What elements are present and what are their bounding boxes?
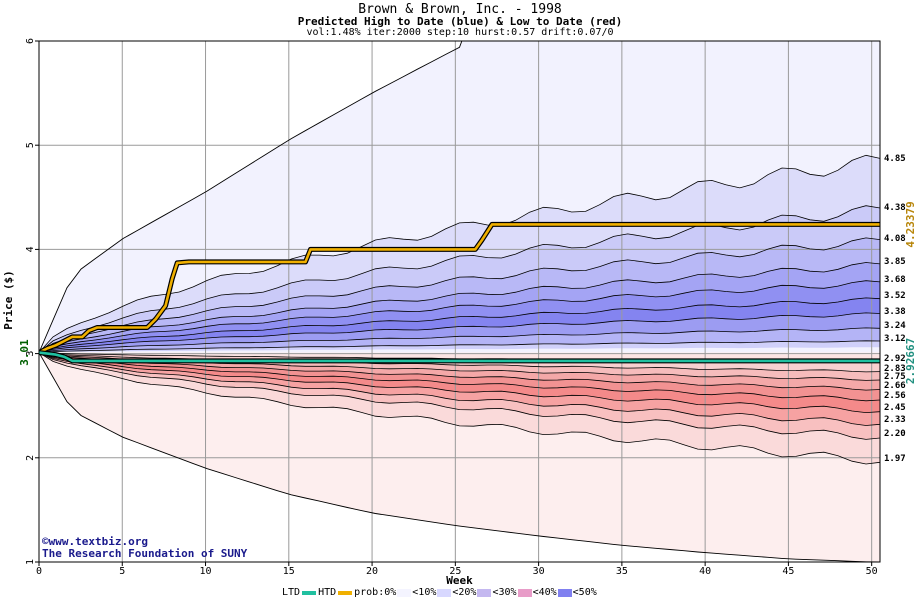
upper-band-line xyxy=(39,237,880,354)
plot-area xyxy=(39,41,880,562)
legend-bucket-label: <50% xyxy=(572,587,597,598)
x-tick-label: 45 xyxy=(782,566,794,577)
x-tick-label: 5 xyxy=(119,566,125,577)
upper-probability-band xyxy=(39,262,880,353)
upper-band-end-label: 3.85 xyxy=(884,257,906,267)
y-tick-label: 6 xyxy=(25,38,36,44)
lower-probability-band xyxy=(39,352,880,401)
x-tick-label: 50 xyxy=(866,566,878,577)
legend-bucket-swatch xyxy=(517,588,532,597)
upper-band-line xyxy=(39,280,880,354)
credit-organization: The Research Foundation of SUNY xyxy=(42,547,248,560)
upper-band-end-label: 4.08 xyxy=(884,234,906,244)
upper-probability-band xyxy=(39,205,880,353)
legend-htd-label: HTD xyxy=(318,587,337,598)
chart-subtitle: Predicted High to Date (blue) & Low to D… xyxy=(297,15,623,28)
x-axis-label: Week xyxy=(446,574,473,587)
lower-band-end-label: 1.97 xyxy=(884,454,906,464)
upper-band-line xyxy=(39,262,880,354)
y-tick-label: 3 xyxy=(25,351,36,357)
y-tick-label: 2 xyxy=(25,455,36,461)
upper-probability-band xyxy=(39,155,880,353)
upper-band-line xyxy=(39,297,880,354)
lower-envelope-line xyxy=(39,352,880,562)
x-tick-label: 30 xyxy=(533,566,545,577)
credit-website: ©www.textbiz.org xyxy=(42,535,148,548)
x-tick-label: 20 xyxy=(366,566,378,577)
lower-band-line xyxy=(39,352,880,426)
chart-title: Brown & Brown, Inc. - 1998 xyxy=(358,2,562,17)
legend-ltd-swatch xyxy=(302,590,317,595)
upper-band-end-label: 3.38 xyxy=(884,307,906,317)
lower-probability-band xyxy=(39,352,880,440)
lower-probability-band xyxy=(39,352,880,426)
upper-band-end-label: 3.52 xyxy=(884,291,906,301)
lower-band-end-label: 2.33 xyxy=(884,415,906,425)
upper-band-line xyxy=(39,340,880,354)
lower-band-line xyxy=(39,352,880,391)
x-tick-label: 0 xyxy=(36,566,42,577)
lower-band-end-label: 2.45 xyxy=(884,403,906,413)
series-line-ltd xyxy=(39,351,880,363)
legend-bucket-label: <20% xyxy=(452,587,477,598)
x-tick-label: 35 xyxy=(616,566,628,577)
legend-bucket-label: <10% xyxy=(412,587,437,598)
lower-band-end-label: 2.75 xyxy=(884,372,906,382)
series-line-htd xyxy=(39,223,880,354)
ltd-end-value-label: 2.92667 xyxy=(904,338,917,384)
y-axis-label: Price ($) xyxy=(2,270,15,330)
upper-band-end-label: 4.38 xyxy=(884,203,906,213)
legend-prob-label: prob:0% xyxy=(354,587,397,598)
upper-band-end-label: 3.12 xyxy=(884,334,906,344)
x-tick-label: 25 xyxy=(449,566,461,577)
upper-band-line xyxy=(39,205,880,354)
legend-htd-swatch xyxy=(338,590,353,595)
x-tick-label: 10 xyxy=(200,566,212,577)
lower-band-end-label: 2.92 xyxy=(884,354,906,364)
y-tick-label: 1 xyxy=(25,559,36,565)
upper-band-line xyxy=(39,312,880,354)
simulation-params: vol:1.48% iter:2000 step:10 hurst:0.57 d… xyxy=(306,27,614,38)
upper-band-line xyxy=(39,327,880,354)
upper-probability-band xyxy=(39,280,880,353)
lower-band-line xyxy=(39,352,880,465)
upper-probability-band xyxy=(39,340,880,353)
lower-band-end-label: 2.20 xyxy=(884,429,906,439)
lower-band-line xyxy=(39,352,880,440)
upper-envelope-line xyxy=(39,41,463,353)
y-tick-label: 4 xyxy=(25,246,36,252)
lower-probability-band xyxy=(39,352,880,381)
lower-band-end-label: 2.56 xyxy=(884,391,906,401)
upper-probability-band xyxy=(39,237,880,353)
htd-end-value-label: 4.23379 xyxy=(904,201,917,247)
legend-bucket-label: <40% xyxy=(532,587,557,598)
x-tick-label: 40 xyxy=(699,566,711,577)
plot-border xyxy=(38,40,881,563)
lower-probability-band xyxy=(39,352,880,464)
lower-band-line xyxy=(39,352,880,414)
lower-band-line xyxy=(39,352,880,373)
lower-band-end-label: 2.83 xyxy=(884,364,906,374)
lower-probability-band xyxy=(39,352,880,413)
upper-band-end-label: 3.68 xyxy=(884,275,906,285)
upper-band-end-label: 4.85 xyxy=(884,154,906,164)
legend-bucket-swatch xyxy=(437,588,452,597)
legend-bucket-swatch xyxy=(397,588,412,597)
upper-band-end-label: 3.24 xyxy=(884,321,906,331)
legend: LTD HTD prob:0% <10% <20% <30% <40% <50% xyxy=(282,587,597,598)
start-price-label: 3.01 xyxy=(18,339,31,366)
legend-bucket-swatch xyxy=(557,588,572,597)
legend-ltd-label: LTD xyxy=(282,587,301,598)
legend-bucket-label: <30% xyxy=(492,587,517,598)
lower-band-end-label: 2.66 xyxy=(884,381,906,391)
upper-probability-band xyxy=(39,327,880,353)
x-tick-label: 15 xyxy=(283,566,295,577)
y-tick-label: 5 xyxy=(25,142,36,148)
legend-bucket-swatch xyxy=(477,588,492,597)
lower-band-line xyxy=(39,352,880,402)
lower-probability-band xyxy=(39,352,880,391)
upper-probability-band xyxy=(39,297,880,353)
